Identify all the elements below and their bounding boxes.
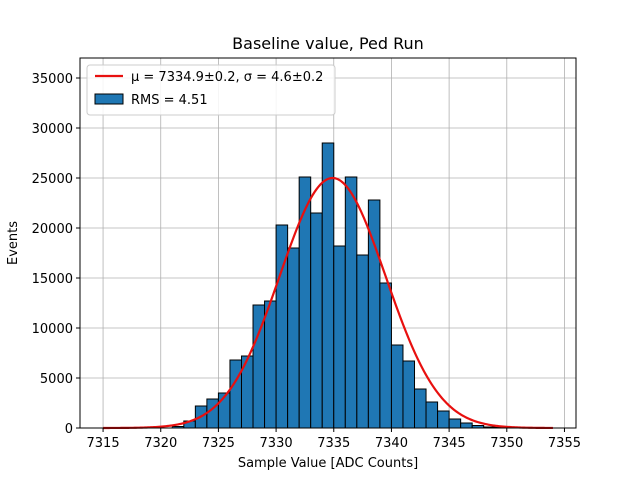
histogram-bar [460, 422, 473, 429]
y-tick-label: 10000 [32, 322, 73, 337]
x-tick-label: 7330 [260, 436, 293, 451]
histogram-bar [356, 254, 369, 429]
x-axis-label: Sample Value [ADC Counts] [238, 456, 418, 471]
histogram-bar [264, 300, 277, 429]
y-tick-label: 5000 [40, 372, 73, 387]
histogram-bar [298, 176, 312, 429]
x-tick-label: 7325 [202, 436, 235, 451]
histogram-bar [333, 245, 346, 429]
histogram-bar [425, 401, 439, 429]
y-axis-label: Events [6, 221, 21, 265]
histogram-bar [287, 247, 300, 429]
legend-hist-swatch [94, 93, 124, 105]
histogram-bar [344, 176, 358, 429]
x-tick-label: 7350 [490, 436, 523, 451]
histogram-bar [437, 410, 450, 429]
x-tick-label: 7335 [317, 436, 350, 451]
y-tick-label: 0 [65, 422, 73, 437]
histogram-bar [379, 282, 392, 429]
legend-fit-label: μ = 7334.9±0.2, σ = 4.6±0.2 [131, 70, 323, 85]
histogram-bar [321, 142, 335, 429]
gaussian-fit-curve [103, 176, 553, 430]
x-tick-label: 7345 [433, 436, 466, 451]
x-tick-label: 7355 [548, 436, 581, 451]
y-tick-label: 15000 [32, 272, 73, 287]
y-tick-label: 20000 [32, 222, 73, 237]
histogram-bar [390, 344, 404, 429]
histogram-bar [206, 398, 219, 429]
y-axis: 0 5000 10000 15000 20000 25000 30000 35000 [32, 72, 80, 437]
histogram-bars [171, 142, 508, 429]
histogram-bar [414, 388, 427, 429]
x-tick-label: 7340 [375, 436, 408, 451]
histogram-bar [448, 418, 462, 429]
x-axis: 7315 7320 7325 7330 7335 7340 7345 7350 7355 [87, 428, 581, 451]
legend-hist-label: RMS = 4.51 [131, 93, 208, 108]
y-tick-label: 30000 [32, 122, 73, 137]
y-tick-label: 25000 [32, 172, 73, 187]
legend-box [86, 64, 336, 116]
y-tick-label: 35000 [32, 72, 73, 87]
histogram-bar [402, 360, 416, 429]
legend: μ = 7334.9±0.2, σ = 4.6±0.2 RMS = 4.51 [86, 64, 336, 116]
x-tick-label: 7315 [87, 436, 120, 451]
histogram-bar [229, 359, 242, 429]
histogram-bar [310, 212, 323, 429]
chart-title: Baseline value, Ped Run [232, 34, 424, 53]
plot-frame [79, 57, 577, 429]
x-tick-label: 7320 [144, 436, 177, 451]
